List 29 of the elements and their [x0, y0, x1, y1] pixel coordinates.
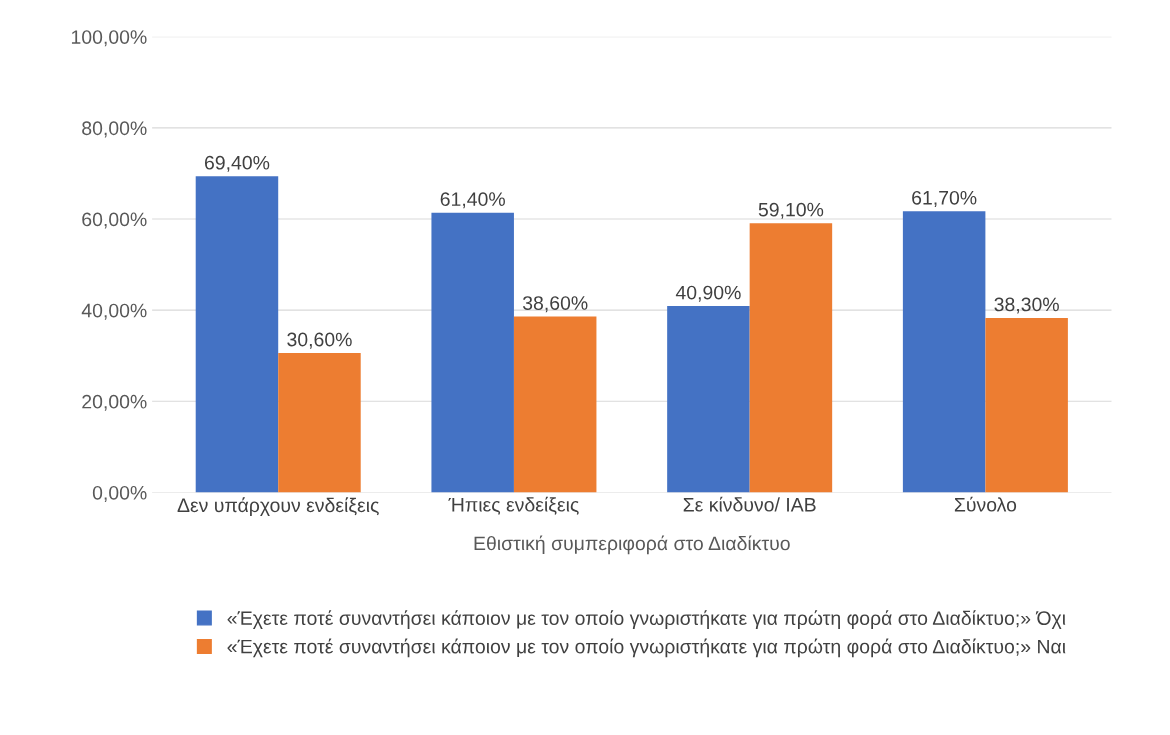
y-tick-label: 0,00% [92, 485, 147, 502]
legend-label: «Έχετε ποτέ συναντήσει κάποιον με τον οποίο γνωριστήκατε για πρώτη φορά στο Διαδίκτυο;» Όχι [227, 610, 1066, 629]
bar [749, 223, 833, 493]
data-label: 38,60% [522, 296, 588, 313]
y-tick-label: 60,00% [82, 212, 147, 229]
data-label: 38,30% [994, 297, 1059, 314]
data-label: 40,90% [675, 285, 741, 302]
y-tick-label: 100,00% [71, 30, 147, 47]
x-tick-label: Σύνολο [954, 496, 1017, 512]
y-tick-label: 80,00% [82, 121, 147, 138]
bar [985, 317, 1068, 493]
bar [278, 353, 361, 493]
bar [195, 176, 279, 493]
y-tick-label: 40,00% [81, 303, 147, 320]
x-axis-title: Εθιστική συμπεριφορά στο Διαδίκτυο [474, 535, 790, 555]
legend-label: «Έχετε ποτέ συναντήσει κάποιον με τον οποίο γνωριστήκατε για πρώτη φορά στο Διαδίκτυο;» Ναι [227, 638, 1066, 658]
x-tick-label: Ήπιες ενδείξεις [448, 496, 579, 515]
x-tick-label: Δεν υπάρχουν ενδείξεις [177, 497, 379, 516]
data-label: 61,40% [440, 192, 505, 209]
bar [513, 316, 597, 493]
data-label: 59,10% [758, 202, 824, 219]
x-tick-label: Σε κίνδυνο/ IAB [683, 496, 816, 512]
bar [902, 211, 986, 493]
bar [667, 306, 750, 493]
data-label: 61,70% [912, 190, 977, 207]
data-label: 69,40% [204, 155, 270, 172]
data-label: 30,60% [287, 332, 352, 349]
bar [431, 212, 514, 493]
y-tick-label: 20,00% [82, 394, 147, 411]
